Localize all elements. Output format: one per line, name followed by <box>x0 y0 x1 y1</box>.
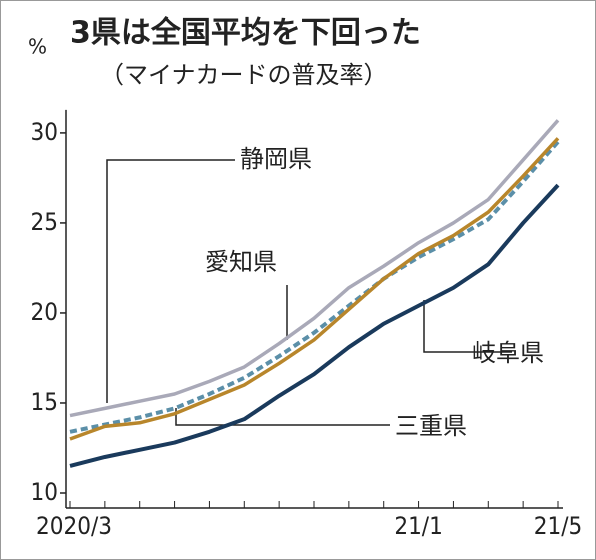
chart-subtitle: （マイナカードの普及率） <box>100 61 388 89</box>
x-tick-label: 2020/3 <box>36 512 112 540</box>
series-line <box>69 137 560 441</box>
leader-line <box>106 159 235 403</box>
y-tick-label: 30 <box>31 118 58 146</box>
series-label: 岐阜県 <box>472 339 544 367</box>
leader-line <box>423 300 512 353</box>
series-line <box>69 119 560 418</box>
series-label: 三重県 <box>395 412 467 440</box>
series-line <box>69 183 560 468</box>
y-tick-label: 25 <box>31 208 58 236</box>
series-label: 愛知県 <box>205 248 277 276</box>
x-tick-label: 21/1 <box>394 512 442 540</box>
y-unit: % <box>28 35 47 59</box>
series-label: 静岡県 <box>240 145 312 173</box>
leaders <box>106 159 512 426</box>
y-tick-label: 20 <box>31 298 58 326</box>
y-tick-label: 10 <box>31 478 58 506</box>
chart-title: 3県は全国平均を下回った <box>70 16 421 51</box>
x-tick-label: 21/5 <box>534 512 582 540</box>
series-line <box>69 140 560 434</box>
y-tick-label: 15 <box>31 388 58 416</box>
